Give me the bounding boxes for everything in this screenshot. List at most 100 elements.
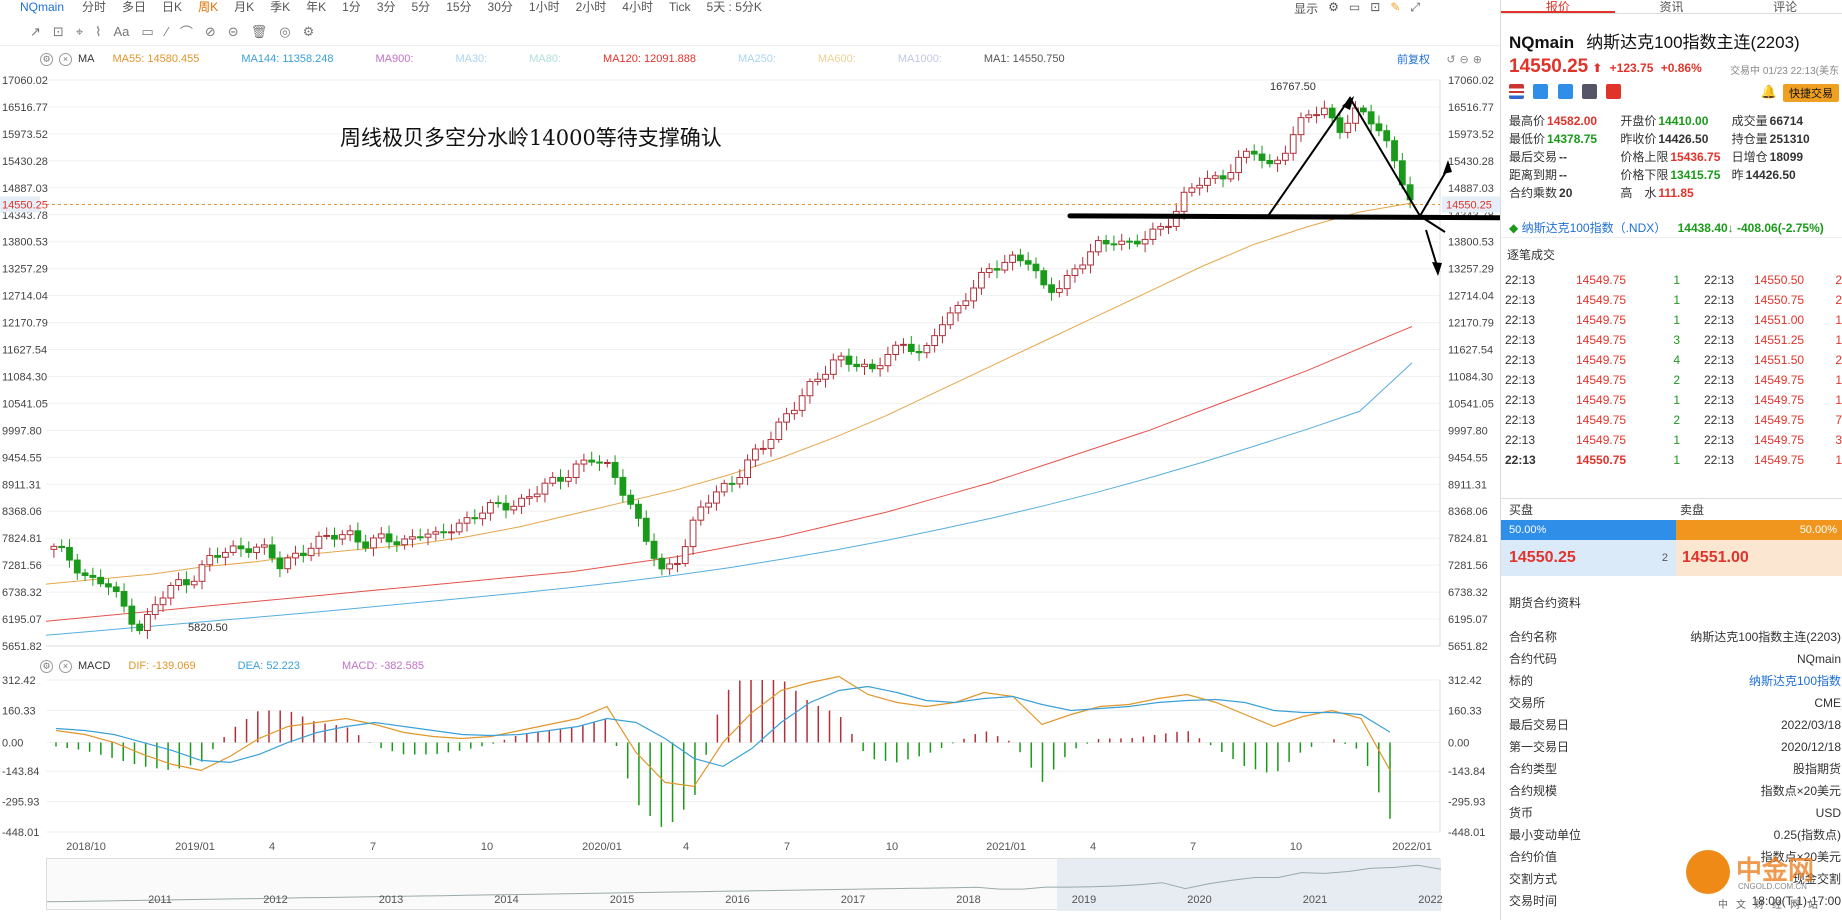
dif-legend: DIF: -139.069 [128, 660, 196, 672]
x-tick-label: 4 [1089, 841, 1097, 853]
ask-price[interactable]: 14551.00 [1676, 540, 1842, 576]
magnet-icon[interactable]: ◎ [279, 23, 291, 39]
quick-trade-button[interactable]: 快捷交易 [1783, 84, 1839, 102]
candle-body [1133, 240, 1141, 245]
tab-news[interactable]: 资讯 [1659, 0, 1684, 14]
lock-tool-icon[interactable]: ⊝ [227, 23, 239, 39]
period-tab-5m[interactable]: 5分 [411, 0, 431, 14]
candle-body [1320, 107, 1328, 116]
candle-body [370, 537, 377, 549]
draw-settings-icon[interactable]: ⚙ [302, 23, 315, 39]
trade-row: 22:13 14549.75 3 22:13 14551.25 1 [1501, 330, 1842, 350]
period-tab-1m[interactable]: 1分 [342, 0, 361, 14]
close-icon[interactable]: × [59, 659, 72, 673]
navigator-year-label: 2016 [725, 894, 750, 906]
chart-icon[interactable] [1557, 84, 1573, 100]
period-tab-1h[interactable]: 1小时 [528, 0, 560, 14]
hide-tool-icon[interactable]: ⊘ [204, 23, 216, 39]
period-tab-5day[interactable]: 5天 : 5分K [706, 0, 762, 14]
price-chart[interactable]: 17060.02 17060.02 16516.77 16516.77 15973.52… [0, 66, 1500, 656]
candle-body [1009, 254, 1016, 263]
layout-icon[interactable]: ▭ [1348, 0, 1361, 14]
instrument-title: NQmain 纳斯达克100指数主连(2203) [1509, 28, 1839, 53]
candle-body [510, 505, 518, 511]
screenshot-icon[interactable]: ⊡ [1370, 0, 1381, 14]
info-row: 交易时间 18:00(T-1)-17:00 [1509, 890, 1842, 912]
doc-icon[interactable] [1582, 84, 1598, 100]
info-key: 最后交易日 [1509, 718, 1570, 732]
candle-body [744, 459, 751, 478]
macd-tick-left: 160.33 [2, 705, 36, 717]
period-tab-yearly[interactable]: 年K [306, 0, 327, 14]
settings-icon[interactable]: ⚙ [40, 52, 53, 66]
x-tick-label: 7 [369, 841, 377, 853]
period-tab-monthly[interactable]: 月K [234, 0, 255, 14]
heart-icon[interactable] [1606, 84, 1622, 100]
period-tab-30m[interactable]: 30分 [487, 0, 513, 14]
line-tool-icon[interactable]: ∕ [165, 24, 168, 39]
macd-tick-right: 0.00 [1448, 737, 1469, 749]
underlying-index-row[interactable]: ◆ 纳斯达克100指数（.NDX） 14438.40↓ -408.06(-2.7… [1501, 218, 1842, 238]
stat-cell: 价格下限 13415.75 [1620, 166, 1731, 184]
info-key: 交割方式 [1509, 872, 1558, 886]
period-tab-15m[interactable]: 15分 [446, 0, 472, 14]
pen-icon[interactable]: ✎ [1390, 0, 1401, 14]
y-tick-label-left: 12714.04 [2, 291, 48, 303]
candle-body [635, 503, 642, 519]
info-value: 2020/12/18 [1780, 740, 1841, 754]
candle-body [1087, 251, 1094, 266]
trade-cell: 1 [1835, 393, 1842, 407]
y-tick-label-left: 11084.30 [2, 371, 47, 383]
trend-line-tool-icon[interactable]: ↗ [30, 23, 41, 39]
y-tick-label-left: 6738.32 [2, 587, 42, 599]
time-navigator[interactable] [46, 858, 1442, 911]
adjust-mode-button[interactable]: 前复权 [1397, 54, 1430, 66]
period-tab-tick[interactable]: Tick [668, 0, 691, 14]
stat-key: 昨收价 [1620, 132, 1657, 146]
arc-tool-icon[interactable]: ⌒ [179, 25, 193, 40]
settings-icon[interactable]: ⚙ [1328, 0, 1339, 14]
period-tab-intraday[interactable]: 分时 [82, 0, 107, 14]
period-tab-2h[interactable]: 2小时 [575, 0, 607, 14]
period-tab-weekly[interactable]: 周K [198, 0, 219, 14]
close-icon[interactable]: × [59, 52, 72, 66]
macd-value-legend: MACD: -382.585 [342, 660, 424, 672]
index-name[interactable]: 纳斯达克100指数（.NDX） [1521, 221, 1667, 235]
period-tab-quarterly[interactable]: 季K [270, 0, 291, 14]
macd-chart[interactable]: 312.42 312.42 160.33 160.33 0.00 0.00 -143.84 -… [0, 672, 1500, 838]
price-change: +123.75 [1609, 61, 1654, 75]
chart-zoom-icon[interactable]: ↺⊖⊕ [1446, 53, 1486, 66]
bell-icon[interactable]: 🔔 [1760, 84, 1777, 99]
settings-icon[interactable]: ⚙ [40, 659, 53, 673]
fib-tool-icon[interactable]: ⌇ [95, 23, 102, 39]
stat-value: 13415.75 [1670, 168, 1721, 182]
fullscreen-icon[interactable]: ⤢ [1410, 0, 1420, 14]
symbol-label[interactable]: NQmain [20, 0, 65, 14]
trades-list[interactable]: 22:13 14549.75 1 22:13 14550.50 2 22:13 14549.7… [1501, 270, 1842, 470]
trade-cell: 2 [1835, 353, 1842, 367]
tab-comments[interactable]: 评论 [1773, 0, 1798, 14]
stat-key: 成交量 [1731, 114, 1768, 128]
display-dropdown[interactable]: 显示 [1294, 2, 1319, 16]
bid-price[interactable]: 14550.25 2 [1501, 540, 1676, 576]
period-tab-daily[interactable]: 日K [162, 0, 183, 14]
info-value[interactable]: 纳斯达克100指数 [1748, 674, 1841, 688]
lightning-icon[interactable] [1533, 84, 1549, 100]
rectangle-tool-icon[interactable]: ⊡ [52, 23, 64, 39]
x-tick-label: 2022/01 [1392, 841, 1432, 853]
text-tool-icon[interactable]: Aa [113, 24, 130, 39]
candle-body [627, 494, 635, 505]
candle-body [549, 476, 557, 484]
up-arrowhead-icon [1443, 160, 1452, 174]
crosshair-tool-icon[interactable]: ⌖ [75, 23, 84, 39]
tab-quote[interactable]: 报价 [1501, 0, 1615, 14]
macd-tick-left: 0.00 [2, 737, 23, 749]
candle-body [993, 268, 1001, 271]
period-tab-4h[interactable]: 4小时 [622, 0, 653, 14]
period-tab-multiday[interactable]: 多日 [122, 0, 147, 14]
trash-icon[interactable]: 🗑 [250, 23, 268, 39]
info-row: 合约名称 纳斯达克100指数主连(2203) [1509, 626, 1842, 648]
period-tab-3m[interactable]: 3分 [376, 0, 396, 14]
note-tool-icon[interactable]: ▭ [141, 23, 154, 39]
